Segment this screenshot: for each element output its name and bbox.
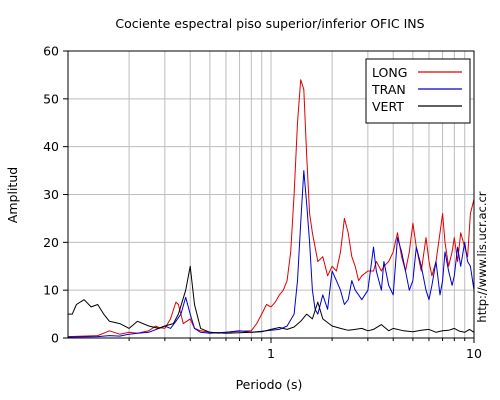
series-line-tran xyxy=(67,170,475,338)
y-tick-label: 50 xyxy=(43,91,59,106)
series-lines xyxy=(67,79,475,338)
legend-label-vert: VERT xyxy=(372,99,404,114)
y-tick-label: 30 xyxy=(43,187,59,202)
y-tick-label: 40 xyxy=(43,139,59,154)
x-tick-label: 1 xyxy=(267,346,275,361)
y-axis-label: Amplitud xyxy=(5,167,20,223)
y-tick-label: 0 xyxy=(51,331,59,346)
side-url-text: http://www.lis.ucr.ac.cr xyxy=(475,191,489,322)
chart-title: Cociente espectral piso superior/inferio… xyxy=(115,16,424,31)
x-tick-label: 10 xyxy=(466,346,482,361)
y-tick-label: 60 xyxy=(43,44,59,59)
legend-label-long: LONG xyxy=(372,65,407,80)
y-tick-label: 10 xyxy=(43,283,59,298)
series-line-vert xyxy=(68,265,475,334)
axis-ticks: 0 10 20 30 40 50 60 1 10 xyxy=(43,44,482,362)
legend: LONG TRAN VERT xyxy=(365,58,471,124)
x-axis-label: Periodo (s) xyxy=(236,377,303,392)
legend-box xyxy=(365,58,471,124)
y-tick-label: 20 xyxy=(43,235,59,250)
legend-label-tran: TRAN xyxy=(371,82,406,97)
